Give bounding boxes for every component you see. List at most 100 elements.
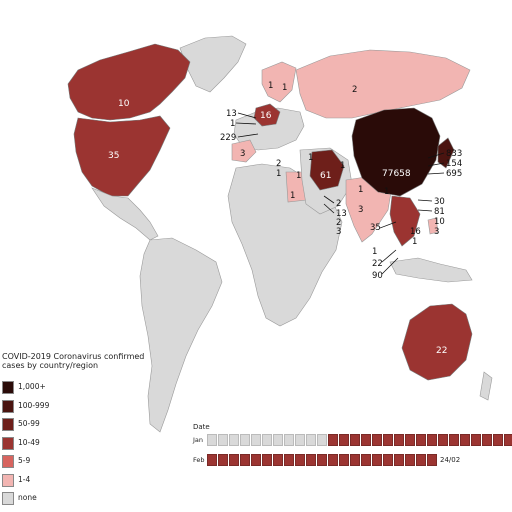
callout-europe-3: 229 bbox=[220, 133, 236, 143]
legend-swatch bbox=[2, 418, 14, 432]
timeline-day-cell bbox=[438, 434, 448, 446]
label-russia: 2 bbox=[352, 85, 357, 95]
callout-gulf-1: 2 bbox=[336, 199, 341, 209]
region-mexico[interactable] bbox=[91, 187, 159, 241]
timeline-day-cell bbox=[295, 454, 305, 466]
legend-item-1000: 1,000+ bbox=[2, 378, 162, 397]
region-russia[interactable] bbox=[295, 49, 471, 119]
region-united-states[interactable] bbox=[73, 115, 171, 197]
timeline-current-date: 24/02 bbox=[440, 456, 461, 464]
timeline-day-cell bbox=[427, 454, 437, 466]
region-scandinavia[interactable] bbox=[261, 61, 297, 103]
timeline-day-cell bbox=[361, 434, 371, 446]
label-india: 3 bbox=[358, 205, 363, 215]
timeline-day-cell bbox=[328, 434, 338, 446]
region-new-zealand[interactable] bbox=[479, 371, 493, 401]
timeline-day-cell bbox=[416, 454, 426, 466]
timeline-day-cell bbox=[240, 434, 250, 446]
region-iran[interactable] bbox=[309, 149, 345, 191]
label-afghanistan: 1 bbox=[340, 161, 345, 171]
legend-item-5: 5-9 bbox=[2, 452, 162, 471]
timeline-day-cell bbox=[284, 454, 294, 466]
callout-europe-4: 2 bbox=[276, 159, 281, 169]
timeline-day-cell bbox=[229, 434, 239, 446]
timeline-day-cell bbox=[449, 434, 459, 446]
region-japan[interactable] bbox=[437, 137, 455, 169]
timeline-day-cell bbox=[405, 434, 415, 446]
label-australia: 22 bbox=[436, 346, 447, 356]
callout-europe-1: 13 bbox=[226, 109, 237, 119]
timeline-day-cell bbox=[493, 434, 503, 446]
label-canada: 10 bbox=[118, 99, 130, 109]
timeline-day-cell bbox=[372, 434, 382, 446]
legend-label: 1,000+ bbox=[18, 382, 46, 392]
label-germany: 16 bbox=[260, 111, 272, 121]
timeline-day-cell bbox=[262, 434, 272, 446]
legend-label: none bbox=[18, 493, 37, 503]
timeline-day-cell bbox=[273, 454, 283, 466]
region-south-america[interactable] bbox=[139, 237, 223, 433]
region-australia[interactable] bbox=[401, 303, 473, 381]
callout-east-asia-2: 154 bbox=[446, 159, 462, 169]
legend-title: COVID-2019 Coronavirus confirmed cases b… bbox=[2, 352, 145, 371]
label-sweden: 1 bbox=[268, 81, 273, 91]
callout-sea-5: 35 bbox=[370, 223, 381, 233]
timeline-day-cell bbox=[350, 434, 360, 446]
timeline-day-cell bbox=[482, 434, 492, 446]
callout-sea-3: 81 bbox=[434, 207, 445, 217]
label-nepal: 1 bbox=[358, 185, 363, 195]
legend-swatch bbox=[2, 381, 14, 395]
timeline-day-cell bbox=[339, 434, 349, 446]
callout-east-asia-1: 833 bbox=[446, 149, 462, 159]
date-timeline: Date Jan Feb 24/02 bbox=[193, 423, 512, 471]
label-spain: 3 bbox=[240, 149, 245, 159]
callout-sea-1: 1 bbox=[384, 187, 389, 197]
timeline-day-cell bbox=[405, 454, 415, 466]
region-greenland[interactable] bbox=[179, 35, 247, 93]
legend-swatch bbox=[2, 399, 14, 413]
legend-label: 50-99 bbox=[18, 419, 40, 429]
label-egypt: 1 bbox=[290, 191, 295, 201]
timeline-day-cell bbox=[427, 434, 437, 446]
timeline-day-cell bbox=[350, 454, 360, 466]
timeline-day-cell bbox=[240, 454, 250, 466]
legend-item-100: 100-999 bbox=[2, 397, 162, 416]
region-china[interactable] bbox=[351, 107, 441, 197]
timeline-day-cell bbox=[460, 434, 470, 446]
timeline-date-label: Date bbox=[193, 423, 210, 431]
timeline-day-cell bbox=[416, 434, 426, 446]
region-canada[interactable] bbox=[67, 43, 191, 121]
region-southeast-asia[interactable] bbox=[389, 195, 421, 247]
timeline-day-cell bbox=[339, 454, 349, 466]
callout-gulf-4: 3 bbox=[336, 227, 341, 237]
timeline-day-cell bbox=[394, 434, 404, 446]
callout-europe-2: 1 bbox=[230, 119, 235, 129]
region-spain[interactable] bbox=[231, 139, 257, 163]
timeline-day-cell bbox=[295, 434, 305, 446]
timeline-day-cell bbox=[306, 434, 316, 446]
label-iran: 61 bbox=[320, 171, 331, 181]
timeline-day-cell bbox=[317, 454, 327, 466]
timeline-jan-cells bbox=[207, 434, 512, 446]
callout-sea-6: 16 bbox=[410, 227, 421, 237]
region-germany[interactable] bbox=[253, 103, 281, 127]
timeline-day-cell bbox=[284, 434, 294, 446]
legend-swatch bbox=[2, 455, 14, 469]
legend-item-1: 1-4 bbox=[2, 471, 162, 490]
legend-item-none: none bbox=[2, 489, 162, 508]
legend-item-50: 50-99 bbox=[2, 415, 162, 434]
timeline-day-cell bbox=[262, 454, 272, 466]
legend-swatch bbox=[2, 492, 14, 506]
timeline-header: Date bbox=[193, 423, 210, 431]
label-finland: 1 bbox=[282, 83, 287, 93]
label-china: 77658 bbox=[382, 169, 411, 179]
callout-europe-5: 1 bbox=[276, 169, 281, 179]
callout-sea-7: 3 bbox=[434, 227, 439, 237]
timeline-month-feb: Feb bbox=[193, 456, 205, 464]
legend-label: 5-9 bbox=[18, 456, 31, 466]
region-indonesia[interactable] bbox=[389, 257, 473, 283]
legend-label: 1-4 bbox=[18, 474, 31, 484]
timeline-day-cell bbox=[251, 454, 261, 466]
region-philippines[interactable] bbox=[427, 217, 439, 235]
legend-swatch bbox=[2, 473, 14, 487]
